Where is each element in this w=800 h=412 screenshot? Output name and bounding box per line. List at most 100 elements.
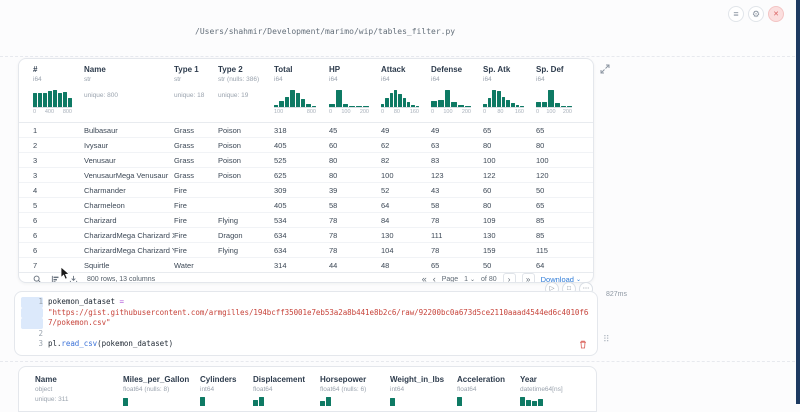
- first-page-button[interactable]: «: [422, 275, 427, 283]
- axis-tick-label: 0: [33, 109, 37, 115]
- column-header-hp[interactable]: HP i64 0 100 200: [329, 65, 381, 122]
- histogram-bar: [300, 99, 306, 107]
- table-cell: 111: [431, 230, 443, 240]
- column-name: Name: [35, 375, 57, 384]
- search-button[interactable]: [33, 275, 42, 282]
- column-name: Sp. Atk: [483, 65, 511, 74]
- cell-drag-handle[interactable]: ⠿: [603, 335, 610, 345]
- table-cell: 2: [33, 140, 38, 150]
- axis-tick-label: 100: [546, 109, 556, 115]
- table-cell: 130: [381, 230, 394, 240]
- column-header-year[interactable]: Year datetime64[ns]: [520, 375, 580, 411]
- cell-divider: [0, 56, 800, 57]
- download-button[interactable]: Download ⌄: [541, 275, 581, 282]
- axis-tick-label: 80: [393, 109, 400, 115]
- histogram-bar: [511, 103, 515, 107]
- line-number: [21, 307, 43, 318]
- table-cell: 634: [274, 230, 287, 240]
- histogram-bar: [356, 106, 363, 107]
- table-row: 4 Charmander Fire 309 39 52 43 60 50: [19, 182, 593, 197]
- column-name: Attack: [381, 65, 406, 74]
- column-name: Weight_in_lbs: [390, 375, 445, 384]
- column-dtype: i64: [431, 76, 440, 83]
- table-cell: 60: [329, 140, 338, 150]
- settings-button[interactable]: ⚙: [748, 6, 764, 22]
- column-histogram: [123, 396, 196, 406]
- column-header-miles-per-gallon[interactable]: Miles_per_Gallon float64 (nulls: 8): [123, 375, 200, 411]
- table-header-row: Name object unique: 311 Miles_per_Gallon flo…: [35, 375, 580, 411]
- histogram-bar: [326, 397, 331, 406]
- menu-button[interactable]: ≡: [728, 6, 744, 22]
- table-cell: VenusaurMega Venusaur: [84, 170, 169, 180]
- table-cell: 123: [431, 170, 444, 180]
- code-editor[interactable]: pokemon_dataset = "https://gist.githubuse…: [48, 297, 589, 351]
- column-header-sp-def[interactable]: Sp. Def i64 0 100 200: [536, 65, 584, 122]
- table-download-button[interactable]: [69, 275, 78, 282]
- histogram-bar: [406, 102, 411, 107]
- column-dtype: i64: [483, 76, 492, 83]
- column-header-attack[interactable]: Attack i64 0 80 160: [381, 65, 431, 122]
- column-header-sp-atk[interactable]: Sp. Atk i64 0 80 160: [483, 65, 536, 122]
- close-button[interactable]: ✕: [768, 6, 784, 22]
- column-dtype: int64: [200, 386, 215, 393]
- cell-divider: [0, 361, 800, 362]
- column-header-type-2[interactable]: Type 2 str (nulls: 386) unique: 19: [218, 65, 274, 122]
- column-header-[interactable]: # i64 0 400 800: [33, 65, 84, 122]
- table-cell: 82: [381, 155, 390, 165]
- histogram-axis-labels: 0 80 160: [483, 109, 524, 115]
- column-histogram: [274, 88, 316, 108]
- column-header-cylinders[interactable]: Cylinders int64: [200, 375, 253, 411]
- delete-cell-button[interactable]: [579, 337, 587, 352]
- table-cell: 60: [483, 185, 492, 195]
- table-cell: 63: [431, 140, 440, 150]
- column-header-acceleration[interactable]: Acceleration float64: [457, 375, 520, 411]
- table-cell: 64: [536, 260, 545, 270]
- table-cell: 78: [431, 245, 440, 255]
- table-cell: Fire: [174, 185, 187, 195]
- histogram-bar: [53, 90, 57, 107]
- histogram-bar: [48, 91, 52, 107]
- column-header-name[interactable]: Name str unique: 800: [84, 65, 174, 122]
- line-number: 2: [38, 328, 43, 338]
- histogram-bar: [451, 102, 458, 107]
- table-row: 6 Charizard Fire Flying 534 78 84 78 109 85: [19, 212, 593, 227]
- column-unique-count: unique: 311: [35, 396, 69, 403]
- column-header-type-1[interactable]: Type 1 str unique: 18: [174, 65, 218, 122]
- axis-tick-label: 200: [562, 109, 572, 115]
- column-header-name[interactable]: Name object unique: 311: [35, 375, 123, 411]
- column-header-defense[interactable]: Defense i64 0 100 200: [431, 65, 483, 122]
- expand-output-button[interactable]: [600, 62, 610, 77]
- histogram-bar: [306, 104, 311, 107]
- page-scrollbar[interactable]: [796, 0, 800, 404]
- chevron-down-icon: ⌄: [470, 276, 476, 283]
- table-cell: 309: [274, 185, 287, 195]
- histogram-bar: [548, 90, 554, 107]
- line-number: 1: [21, 297, 43, 308]
- table-cell: 62: [381, 140, 390, 150]
- column-charts-toggle-button[interactable]: [51, 275, 60, 282]
- column-histogram: [520, 396, 576, 406]
- column-histogram: [457, 396, 516, 406]
- column-name: Acceleration: [457, 375, 506, 384]
- histogram-bar: [554, 103, 560, 107]
- axis-tick-label: 160: [514, 109, 524, 115]
- table-cell: Poison: [218, 125, 241, 135]
- chevrons-left-icon: «: [421, 274, 427, 283]
- column-dtype: float64: [253, 386, 273, 393]
- table-cell: 525: [274, 155, 287, 165]
- page-label: Page: [441, 276, 459, 283]
- histogram-bar: [542, 102, 548, 107]
- column-header-displacement[interactable]: Displacement float64: [253, 375, 320, 411]
- code-token: .: [56, 339, 62, 348]
- next-page-button[interactable]: ›: [502, 273, 516, 282]
- last-page-button[interactable]: »: [521, 273, 535, 282]
- table-cell: 122: [483, 170, 496, 180]
- page-select[interactable]: 1 ⌄: [464, 276, 476, 283]
- column-header-horsepower[interactable]: Horsepower float64 (nulls: 6): [320, 375, 390, 411]
- column-name: Total: [274, 65, 293, 74]
- previous-page-button[interactable]: ‹: [433, 275, 436, 283]
- column-unique-count: unique: 19: [218, 92, 249, 99]
- column-header-weight-in-lbs[interactable]: Weight_in_lbs int64: [390, 375, 457, 411]
- column-header-total[interactable]: Total i64 100 800: [274, 65, 329, 122]
